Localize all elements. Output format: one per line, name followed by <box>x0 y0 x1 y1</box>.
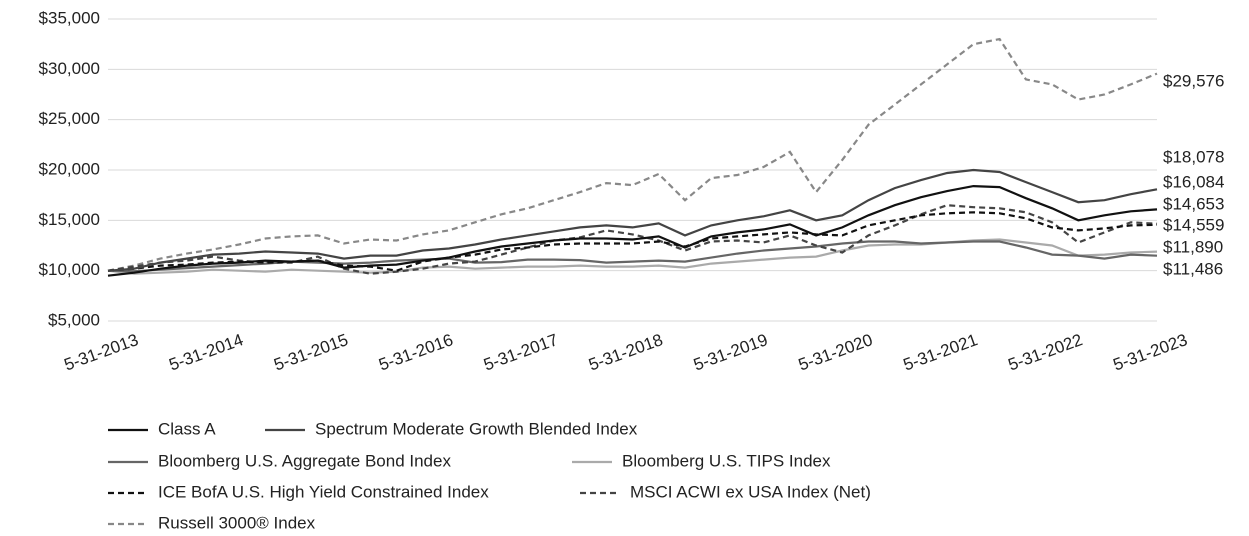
series-line <box>107 184 1158 277</box>
series-line <box>107 238 1158 275</box>
y-tick-label: $15,000 <box>39 210 100 229</box>
x-tick-label: 5-31-2017 <box>481 330 560 374</box>
end-value-label: $29,576 <box>1163 71 1224 90</box>
x-tick-label: 5-31-2013 <box>62 330 141 374</box>
x-tick-label: 5-31-2022 <box>1006 330 1085 374</box>
y-tick-label: $20,000 <box>39 159 100 178</box>
legend-label: Russell 3000® Index <box>158 513 316 532</box>
x-tick-label: 5-31-2018 <box>586 330 665 374</box>
end-value-label: $14,559 <box>1163 215 1224 234</box>
y-tick-label: $5,000 <box>48 310 100 329</box>
x-tick-label: 5-31-2023 <box>1111 330 1190 374</box>
x-tick-label: 5-31-2015 <box>271 330 350 374</box>
end-value-label: $14,653 <box>1163 194 1224 213</box>
legend-label: ICE BofA U.S. High Yield Constrained Ind… <box>158 482 489 501</box>
end-value-label: $11,486 <box>1163 259 1223 278</box>
series-line <box>107 37 1158 272</box>
series-line <box>107 204 1158 275</box>
y-tick-label: $25,000 <box>39 109 100 128</box>
legend-label: Class A <box>158 419 216 438</box>
y-tick-label: $35,000 <box>39 8 100 27</box>
x-tick-label: 5-31-2014 <box>166 330 245 374</box>
x-tick-label: 5-31-2016 <box>376 330 455 374</box>
series-line <box>107 168 1158 272</box>
legend-label: MSCI ACWI ex USA Index (Net) <box>630 482 871 501</box>
legend-label: Bloomberg U.S. Aggregate Bond Index <box>158 451 451 470</box>
y-tick-label: $10,000 <box>39 260 100 279</box>
end-value-label: $18,078 <box>1163 147 1224 166</box>
legend-label: Bloomberg U.S. TIPS Index <box>622 451 831 470</box>
x-tick-label: 5-31-2019 <box>691 330 770 374</box>
legend-label: Spectrum Moderate Growth Blended Index <box>315 419 638 438</box>
end-value-label: $16,084 <box>1163 172 1224 191</box>
end-value-label: $11,890 <box>1163 237 1223 256</box>
x-tick-label: 5-31-2020 <box>796 330 875 374</box>
y-tick-label: $30,000 <box>39 59 100 78</box>
x-tick-label: 5-31-2021 <box>901 330 980 374</box>
